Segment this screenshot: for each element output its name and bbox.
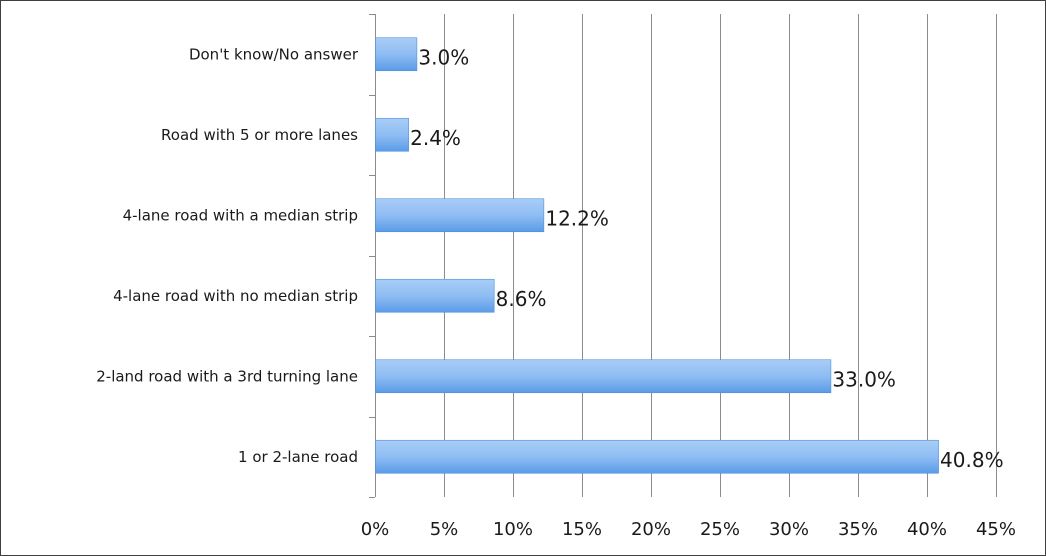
x-tick-label: 5% [430, 519, 459, 540]
data-label: 3.0% [418, 45, 469, 69]
category-label: 4-lane road with no median strip [113, 287, 358, 305]
x-tick-label: 35% [838, 519, 878, 540]
x-tick-label: 15% [562, 519, 602, 540]
category-label: Don't know/No answer [189, 45, 359, 63]
x-tick-label: 30% [769, 519, 809, 540]
bar [375, 439, 939, 474]
bar [375, 37, 418, 72]
category-label: 4-lane road with a median strip [123, 206, 358, 224]
data-label: 12.2% [545, 206, 609, 230]
category-label: 1 or 2-lane road [238, 448, 358, 466]
x-axis-tick-labels: 0% 5% 10% 15% 20% 25% 30% 35% 40% 45% [361, 519, 1016, 540]
x-tick-label: 40% [907, 519, 947, 540]
category-labels: Don't know/No answer Road with 5 or more … [96, 45, 359, 466]
x-tick-label: 45% [976, 519, 1016, 540]
category-label: Road with 5 or more lanes [161, 126, 358, 144]
gridlines [369, 14, 997, 498]
bars [375, 37, 939, 474]
x-tick-label: 10% [493, 519, 533, 540]
x-tick-label: 25% [700, 519, 740, 540]
bar [375, 359, 832, 394]
bar [375, 278, 495, 313]
x-tick-label: 20% [631, 519, 671, 540]
data-label: 8.6% [496, 287, 547, 311]
category-label: 2-land road with a 3rd turning lane [96, 367, 358, 385]
bar [375, 117, 409, 152]
data-label: 2.4% [410, 126, 461, 150]
bar [375, 198, 545, 233]
x-tick-label: 0% [361, 519, 390, 540]
data-labels: 3.0% 2.4% 12.2% 8.6% 33.0% 40.8% [410, 45, 1003, 472]
data-label: 40.8% [940, 448, 1004, 472]
data-label: 33.0% [832, 367, 896, 391]
